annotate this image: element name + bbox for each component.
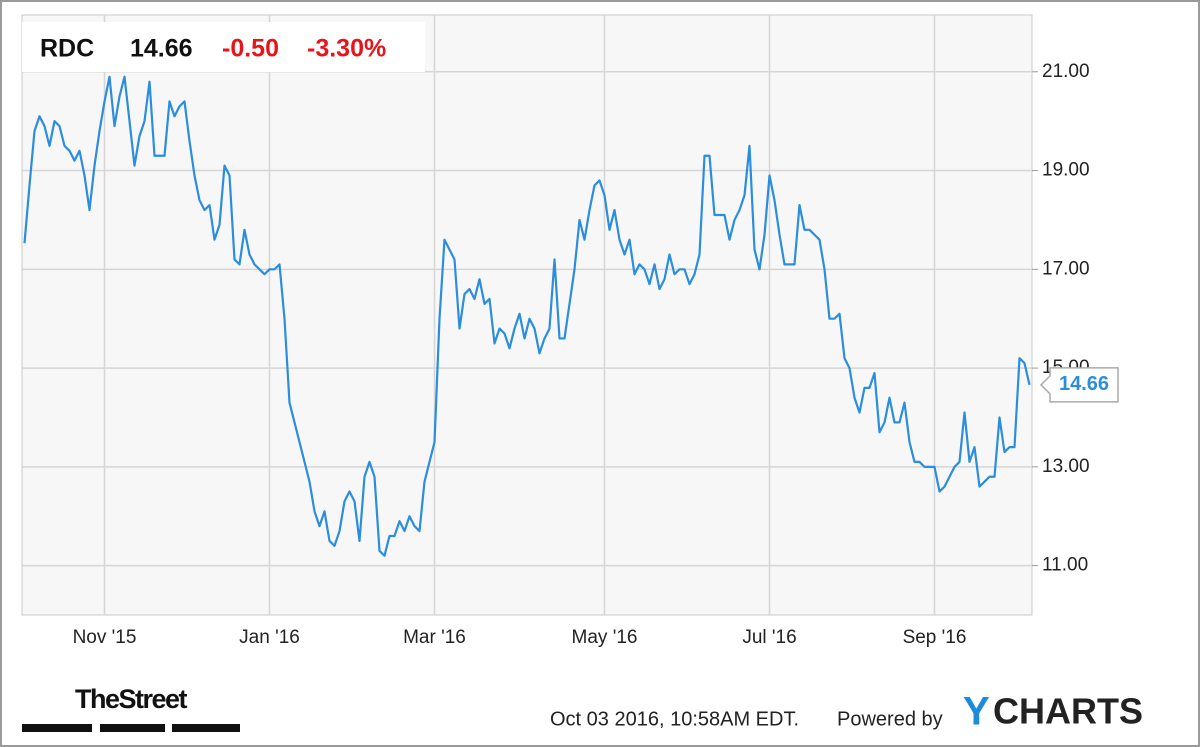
plot-area [21, 14, 1033, 616]
x-tick-label: Mar '16 [403, 627, 466, 648]
x-tick-label: Nov '15 [73, 627, 137, 648]
brand-bar [172, 724, 240, 732]
y-tick-label: 17.00 [1042, 258, 1090, 279]
symbol: RDC [40, 35, 94, 63]
brand: TheStreet [75, 684, 188, 714]
timestamp: Oct 03 2016, 10:58AM EDT. [550, 708, 799, 730]
change: -0.50 [222, 35, 279, 63]
plot [23, 75, 1031, 557]
last-price-box [1039, 367, 1119, 403]
x-tick-label: Sep '16 [903, 627, 967, 648]
powered-by: Powered by [837, 708, 943, 730]
price: 14.66 [130, 35, 193, 63]
logo-y: Y [963, 690, 990, 734]
last-price-label: 14.66 [1059, 373, 1109, 395]
grid [22, 15, 1032, 615]
y-tick-label: 13.00 [1042, 456, 1090, 477]
change-pct: -3.30% [307, 35, 386, 63]
logo-rest: CHARTS [993, 691, 1143, 732]
x-tick-label: Jan '16 [239, 627, 300, 648]
brand-bar [100, 724, 165, 732]
y-tick-label: 19.00 [1042, 160, 1090, 181]
price-line [23, 75, 1031, 557]
y-tick-label: 21.00 [1042, 61, 1090, 82]
x-tick-label: May '16 [572, 627, 638, 648]
brand-bar [22, 724, 92, 732]
y-tick-label: 11.00 [1042, 555, 1088, 576]
x-tick-label: Jul '16 [742, 627, 796, 648]
header-box [22, 22, 425, 72]
